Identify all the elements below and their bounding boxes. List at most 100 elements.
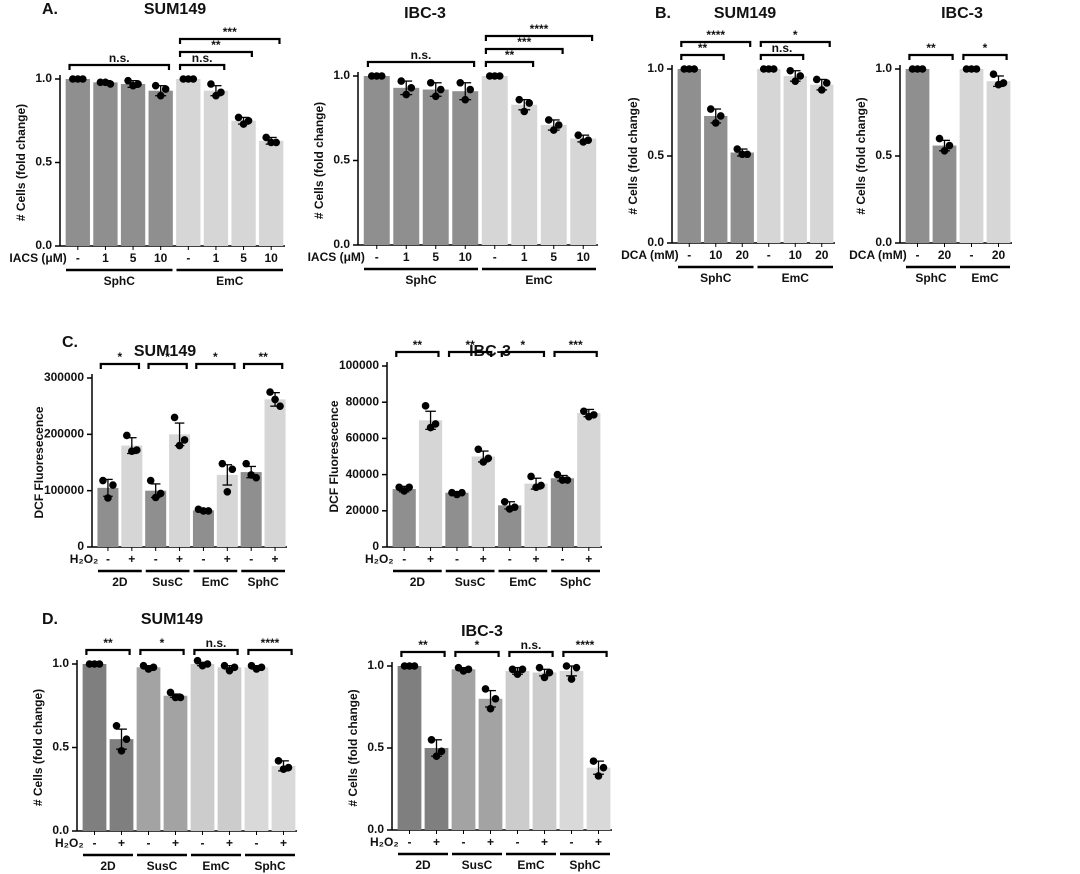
sig-bracket [484, 34, 594, 41]
x-tick-label: 1 [213, 251, 220, 265]
data-point [553, 470, 562, 479]
y-axis-label: # Cells (fold change) [14, 104, 28, 221]
sig-label: * [160, 636, 165, 650]
data-point [484, 454, 493, 463]
data-point [518, 665, 527, 674]
bar [145, 490, 167, 547]
sig-bracket [500, 350, 546, 357]
panel: A. SUM149 # Cells (fold change) 0.0 0.5 1.0 - 1… [9, 1, 285, 288]
x-tick-label: + [172, 836, 179, 850]
x-tick-label: - [570, 835, 574, 849]
sig-label: n.s. [521, 638, 542, 652]
data-point [124, 76, 132, 85]
bar [730, 152, 754, 243]
x-tick-label: 10 [789, 248, 803, 262]
y-tick-label: 0 [372, 539, 379, 553]
x-tick-label: - [970, 248, 974, 262]
x-tick-label: - [249, 552, 253, 566]
data-point [207, 80, 215, 88]
data-point [817, 86, 826, 94]
bar [757, 69, 781, 243]
bar [176, 79, 201, 246]
x-axis-label: DCA (mM) [621, 248, 679, 262]
data-point [812, 75, 821, 84]
bar [570, 138, 597, 245]
data-point [999, 79, 1008, 87]
data-point [572, 663, 581, 672]
group-label: EmC [782, 271, 810, 285]
x-axis-label: H₂O₂ [370, 835, 399, 849]
y-tick-label: 20000 [346, 503, 380, 517]
bar [532, 672, 557, 830]
x-tick-label: 1 [102, 251, 109, 265]
data-point [217, 88, 225, 97]
data-point [175, 441, 184, 450]
panel: IBC-3 # Cells (fold change) 0.0 0.5 1.0 - + - + -… [346, 623, 612, 872]
group-label: EmC [971, 271, 999, 285]
y-tick-label: 0.0 [367, 822, 384, 836]
x-tick-label: 5 [432, 250, 439, 264]
x-tick-label: - [201, 552, 205, 566]
bar [424, 748, 449, 830]
data-point [786, 66, 795, 75]
data-point [563, 476, 572, 484]
data-point [535, 663, 544, 672]
data-point [397, 77, 406, 85]
data-point [580, 407, 588, 416]
data-point [421, 402, 430, 410]
data-point [133, 446, 141, 454]
y-tick-label: 80000 [346, 394, 380, 408]
panel: IBC-3 # Cells (fold change) 0.0 0.5 1.0 - 1 5 10… [308, 5, 598, 287]
x-tick-label: - [76, 251, 80, 265]
sig-label: * [213, 350, 218, 364]
x-tick-label: + [595, 835, 602, 849]
data-point [508, 665, 517, 674]
x-tick-label: - [375, 250, 379, 264]
sig-label: * [793, 28, 798, 42]
bar [393, 87, 420, 245]
y-tick-label: 1.0 [35, 71, 52, 85]
bar [244, 667, 269, 831]
y-tick-label: 200000 [44, 427, 84, 441]
x-tick-label: 20 [992, 248, 1006, 262]
bar [422, 89, 449, 246]
bar [959, 69, 984, 243]
data-point [407, 84, 416, 92]
data-point [458, 488, 466, 497]
x-tick-label: 1 [521, 250, 528, 264]
group-label: 2D [415, 858, 431, 872]
sig-bracket [242, 362, 284, 369]
x-tick-label: + [533, 552, 540, 566]
data-point [711, 119, 720, 127]
sig-label: ** [465, 338, 475, 352]
sig-bracket [366, 60, 476, 67]
group-label: EmC [216, 274, 244, 288]
data-point [599, 763, 608, 772]
bar [540, 125, 567, 245]
sig-label: ** [505, 48, 515, 62]
bar [550, 478, 575, 547]
x-tick-label: + [487, 835, 494, 849]
data-point [271, 395, 279, 404]
bar [481, 76, 508, 245]
sig-bracket [553, 350, 598, 357]
y-axis-label: # Cells (fold change) [346, 689, 360, 806]
data-point [716, 112, 725, 120]
sig-bracket [759, 53, 805, 60]
x-tick-label: + [585, 552, 592, 566]
sig-label: ** [418, 638, 428, 652]
x-tick-label: + [224, 552, 231, 566]
x-axis-label: H₂O₂ [55, 836, 84, 850]
bar [932, 145, 957, 243]
sig-bracket [484, 60, 535, 67]
panel-label: D. [42, 611, 58, 628]
panel-label: C. [62, 334, 78, 351]
data-point [203, 660, 212, 668]
group-label: SusC [455, 575, 486, 589]
x-axis-label: DCA (mM) [849, 248, 907, 262]
x-tick-label: - [147, 836, 151, 850]
x-axis-label: IACS (μM) [308, 250, 365, 264]
group-label: EmC [525, 273, 553, 287]
x-tick-label: - [462, 835, 466, 849]
data-point [432, 752, 441, 760]
